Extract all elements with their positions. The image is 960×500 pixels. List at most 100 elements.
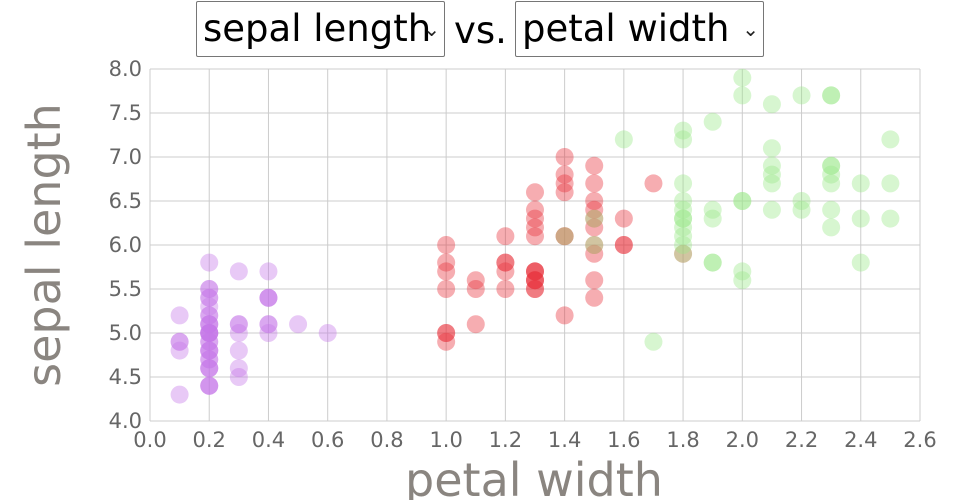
data-point [526,271,544,290]
data-point [585,288,604,307]
data-point [526,262,544,281]
data-point [200,350,219,369]
data-point [229,315,248,334]
data-point [200,341,219,360]
data-point [614,209,633,228]
data-point [170,385,189,404]
data-point [229,315,248,334]
data-point [674,200,693,219]
data-point [585,209,604,228]
data-point [200,324,219,342]
data-point [526,271,544,290]
data-point [229,341,248,360]
data-point [703,253,722,272]
x-tick-label: 1.2 [489,428,522,452]
x-variable-select[interactable]: sepal length ⌄ [196,1,445,57]
data-point [762,174,781,193]
chevron-down-icon: ⌄ [423,17,440,41]
y-tick-label: 8.0 [109,57,142,81]
grid-lines [149,68,921,422]
data-point [526,227,544,246]
data-point [229,368,248,386]
data-point [200,350,219,369]
data-point [170,341,189,360]
data-point [200,324,219,342]
y-axis-ticks: 4.0 4.5 5.0 5.5 6.0 6.5 7.0 7.5 8.0 [109,57,142,433]
data-point [526,209,544,228]
data-point [674,174,693,193]
y-tick-label: 6.0 [109,233,142,257]
x-axis-ticks: 0.0 0.2 0.4 0.6 0.8 1.0 1.2 1.4 1.6 1.8 2.0 2.2 2.4 2… [133,428,936,452]
data-point [733,262,752,281]
data-point [644,332,663,351]
chevron-down-icon: ⌄ [742,17,759,41]
data-point [822,156,841,175]
data-point [851,209,870,228]
data-point [229,359,248,378]
data-point [466,280,485,298]
data-point [585,156,604,175]
data-point [555,227,574,246]
data-point [200,306,219,325]
x-tick-label: 2.0 [726,428,759,452]
data-point [259,315,278,334]
data-point [555,183,574,202]
data-point [674,130,693,149]
data-point [555,148,574,166]
data-point [555,227,574,246]
data-point [762,165,781,184]
y-tick-label: 6.5 [109,189,142,213]
data-point [881,209,900,228]
x-tick-label: 1.4 [548,428,581,452]
data-point [851,174,870,193]
data-point [496,227,515,246]
data-point [200,297,219,316]
y-tick-label: 4.0 [109,409,142,433]
data-point [496,253,515,272]
data-point [437,324,456,342]
data-point [200,315,219,334]
data-point [881,130,900,149]
x-tick-label: 0.8 [370,428,403,452]
data-point [881,174,900,193]
data-point [526,280,544,298]
x-variable-select-value: sepal length [203,7,432,50]
data-point [614,236,633,254]
x-axis-title: petal width [405,453,663,500]
x-tick-label: 1.0 [429,428,462,452]
data-point [585,236,604,254]
y-variable-select[interactable]: petal width ⌄ [515,1,764,57]
data-point [200,324,219,342]
data-point [585,192,604,210]
x-tick-label: 0.4 [252,428,285,452]
data-point [200,280,219,298]
data-point [555,165,574,184]
data-point [585,244,604,263]
x-tick-label: 1.6 [607,428,640,452]
data-point [170,306,189,325]
data-point [822,174,841,193]
data-point [585,174,604,193]
x-tick-label: 0.0 [133,428,166,452]
data-point [762,139,781,158]
data-point [466,315,485,334]
data-points [170,68,900,404]
data-point [585,200,604,219]
data-point [555,174,574,193]
data-point [851,253,870,272]
y-tick-label: 5.5 [109,277,142,301]
data-point [466,271,485,290]
data-point [496,262,515,281]
data-point [200,288,219,307]
data-point [733,86,752,105]
data-point [437,253,456,272]
data-point [733,271,752,290]
data-point [259,288,278,307]
data-point [792,192,811,210]
data-point [200,253,219,272]
data-point [703,200,722,219]
data-point [200,376,219,395]
data-point [526,262,544,281]
data-point [762,95,781,114]
